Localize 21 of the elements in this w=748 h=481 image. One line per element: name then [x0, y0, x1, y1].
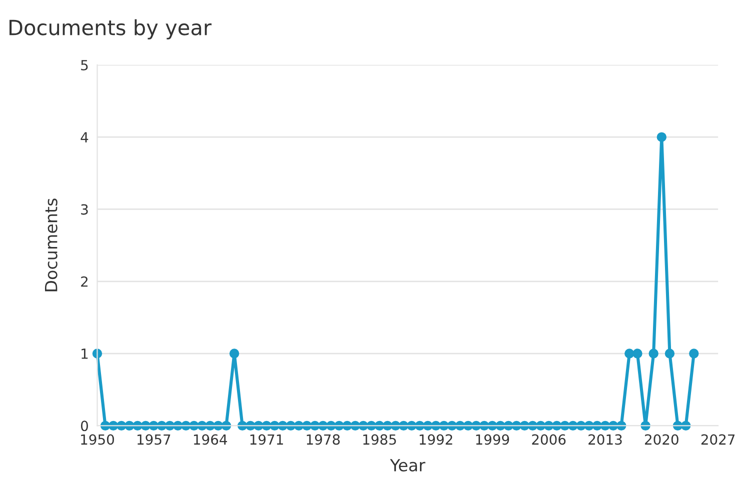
y-tick-label: 5: [81, 60, 88, 70]
y-tick-label: 3: [81, 204, 88, 215]
x-tick-label: 2013: [588, 434, 622, 445]
x-tick-label: 1999: [476, 434, 510, 445]
x-tick-label: 1985: [363, 434, 396, 445]
y-axis-title: Documents: [45, 198, 58, 292]
x-tick-label: 2020: [644, 434, 678, 445]
x-tick-label: 1978: [306, 434, 340, 445]
x-tick-label: 1971: [250, 434, 283, 445]
y-tick-label: 4: [80, 132, 88, 142]
x-tick-label: 2006: [532, 434, 566, 445]
y-tick-label: 0: [80, 420, 88, 432]
x-axis-title: Year: [390, 459, 426, 472]
x-tick-label: 1957: [138, 434, 170, 445]
y-tick-label: 1: [82, 348, 88, 359]
y-tick-label: 2: [81, 276, 88, 287]
chart-title: Documents by year: [10, 19, 212, 40]
x-tick-label: 1964: [194, 434, 228, 445]
x-tick-label: 1950: [81, 434, 114, 445]
x-tick-label: 1992: [420, 434, 452, 445]
x-tick-label: 2027: [701, 434, 735, 445]
